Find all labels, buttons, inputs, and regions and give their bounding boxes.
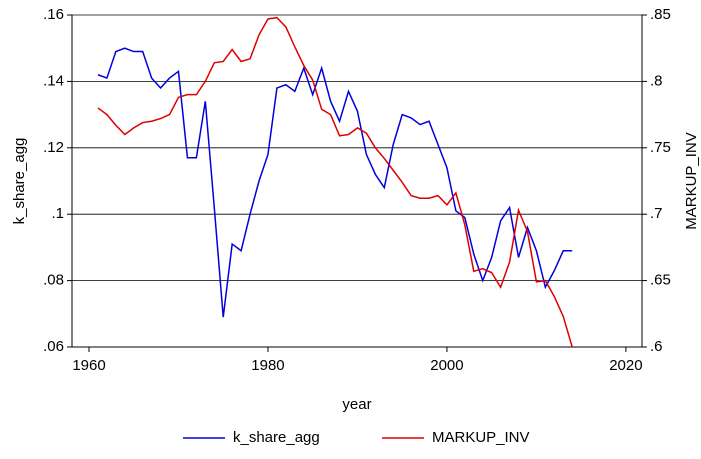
y2-axis-title: MARKUP_INV bbox=[683, 132, 700, 230]
x-axis-title: year bbox=[342, 396, 371, 413]
y-tick-label: .08 bbox=[43, 272, 64, 289]
y-tick-label: .14 bbox=[43, 72, 64, 89]
y-tick-label: .1 bbox=[51, 205, 64, 222]
x-tick-label: 2000 bbox=[430, 357, 463, 374]
y2-tick-label: .6 bbox=[650, 338, 663, 355]
y2-tick-label: .85 bbox=[650, 6, 671, 23]
legend-label: k_share_agg bbox=[233, 429, 320, 446]
y-tick-label: .06 bbox=[43, 338, 64, 355]
y-axis-title: k_share_agg bbox=[11, 138, 28, 225]
y2-tick-label: .7 bbox=[650, 205, 663, 222]
y2-tick-label: .65 bbox=[650, 272, 671, 289]
legend-label: MARKUP_INV bbox=[432, 429, 530, 446]
y2-tick-label: .75 bbox=[650, 139, 671, 156]
series-line bbox=[97, 47, 573, 318]
y2-tick-label: .8 bbox=[650, 72, 663, 89]
x-tick-label: 2020 bbox=[609, 357, 642, 374]
y-tick-label: .16 bbox=[43, 6, 64, 23]
x-tick-label: 1980 bbox=[251, 357, 284, 374]
x-tick-label: 1960 bbox=[72, 357, 105, 374]
y-tick-label: .12 bbox=[43, 139, 64, 156]
series-line bbox=[97, 16, 573, 348]
